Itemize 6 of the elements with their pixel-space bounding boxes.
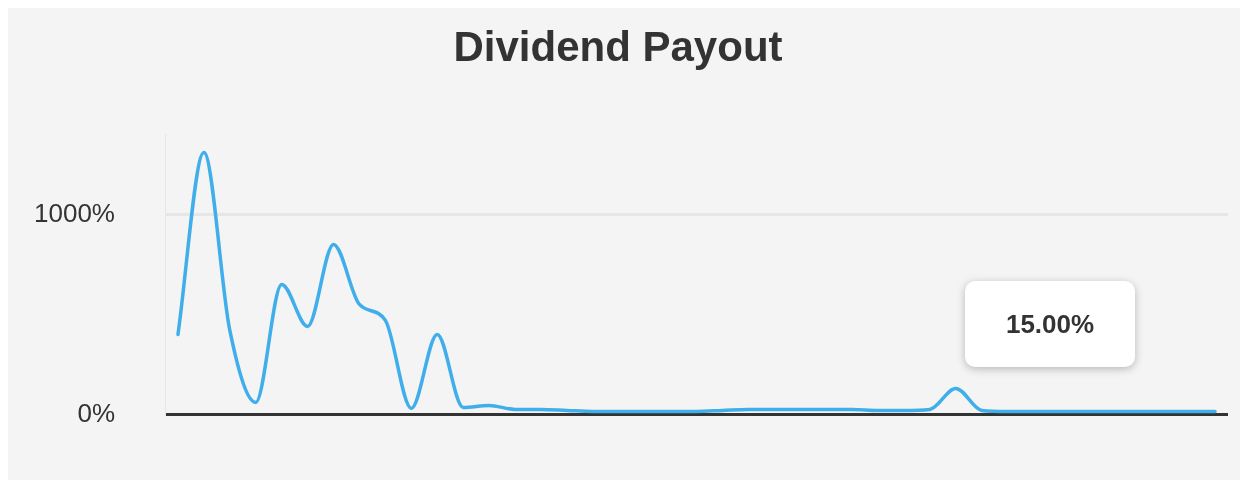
chart-title: Dividend Payout [453,22,783,70]
line-series [176,150,1217,414]
annotation: 15.00% [1005,308,1095,340]
y-tick-label: 0% [77,397,115,428]
y-tick-label: 1000% [34,197,115,228]
callout-box: 15.00% [965,281,1136,368]
